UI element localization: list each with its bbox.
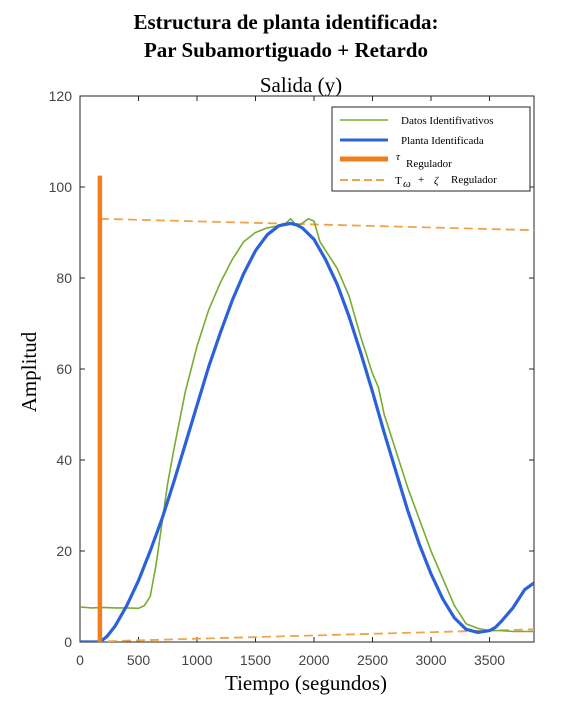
y-tick-label: 100 [49,179,73,195]
chart-title-line2: Par Subamortiguado + Retardo [143,38,428,62]
x-axis: 0 500 1000 1500 2000 2500 3000 3500 [76,96,505,668]
chart-subtitle: Salida (y) [260,73,342,97]
x-axis-label: Tiempo (segundos) [225,671,387,695]
legend-tw-plus: + [418,174,424,186]
x-tick-label: 2000 [298,652,329,668]
legend-tw-subscript: ω [403,178,411,190]
x-tick-label: 2500 [357,652,388,668]
series-line-datos [80,218,534,633]
legend-label-datos: Datos Identifivativos [401,115,494,127]
series-line-planta [80,221,534,642]
x-tick-label: 500 [127,652,151,668]
legend-label-tw: Regulador [451,174,497,186]
legend-tw-symbol: T [395,175,402,187]
legend-label-planta: Planta Identificada [401,135,484,147]
legend-box [331,106,531,192]
series-line-tw_lower [80,628,534,642]
legend-zeta-symbol: ζ [434,175,440,187]
x-tick-label: 3000 [415,652,446,668]
x-tick-label: 0 [76,652,84,668]
y-axis-label: Amplitud [17,331,41,412]
chart-title-line1: Estructura de planta identificada: [133,10,439,34]
series-line-tw_upper [99,217,534,232]
series-group [80,175,534,642]
y-tick-label: 20 [56,543,72,559]
x-tick-label: 3500 [474,652,505,668]
legend-label-tau: Regulador [406,158,452,170]
y-tick-label: 60 [56,361,72,377]
y-tick-label: 80 [56,270,72,286]
y-tick-label: 40 [56,452,72,468]
legend: Datos Identifivativos Planta Identificad… [331,106,531,192]
y-tick-label: 0 [64,634,72,650]
y-tick-label: 120 [49,88,73,104]
x-tick-label: 1000 [181,652,212,668]
legend-tau-symbol: τ [396,151,401,163]
x-tick-label: 1500 [240,652,271,668]
